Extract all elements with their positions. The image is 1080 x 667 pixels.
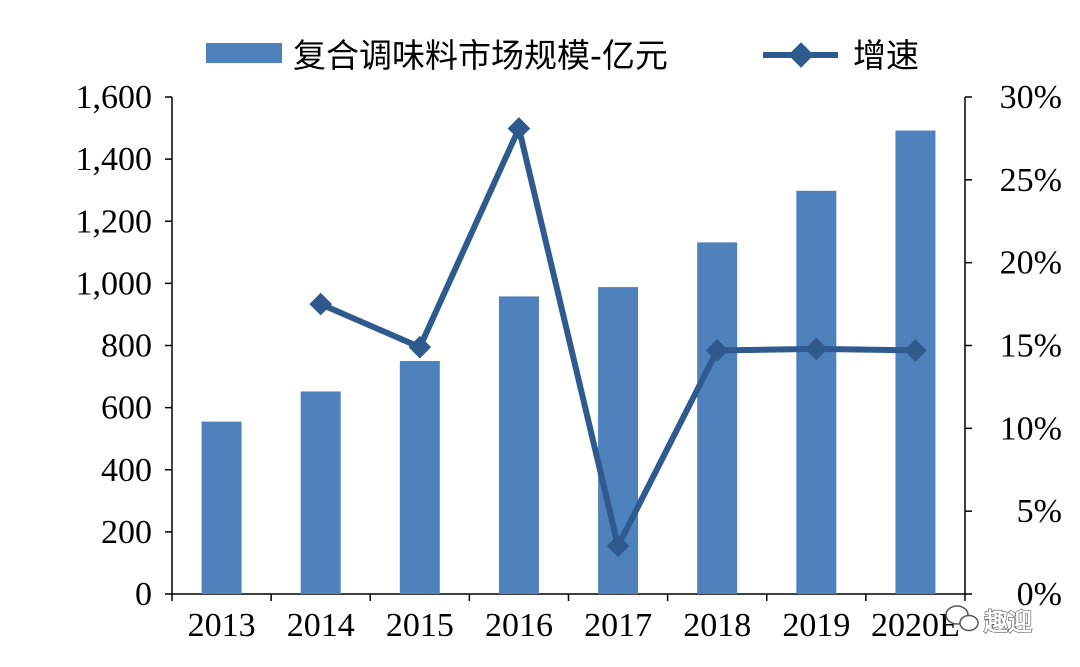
right-axis-ticks: 0% 5% 10% 15% 20% 25% 30% [965,79,1062,613]
bar-series [201,130,936,595]
left-tick-label: 800 [101,328,152,365]
right-tick-label: 25% [1000,162,1062,199]
watermark: 趣迎 [945,605,1033,637]
line-point [408,335,432,359]
x-tick-label: 2015 [386,607,454,644]
watermark-text: 趣迎 [983,608,1032,636]
line-point [904,339,927,362]
legend-swatch-marker [788,42,814,68]
bar [201,421,242,594]
legend-swatch-bar [206,43,282,63]
left-axis-ticks: 0 200 400 600 800 1,000 1,200 1,400 1,600 [76,79,172,613]
x-tick-label: 2013 [188,607,256,644]
x-tick-label: 2016 [485,607,553,644]
left-tick-label: 0 [135,576,152,613]
bar [697,242,738,594]
bar [796,190,837,594]
left-tick-label: 1,400 [76,141,153,178]
left-tick-label: 400 [101,452,152,489]
right-tick-label: 5% [1017,493,1062,530]
line-point [507,117,531,140]
left-tick-label: 1,200 [76,203,153,240]
x-tick-label: 2014 [287,607,355,644]
legend-label-bar: 复合调味料市场规模-亿元 [293,36,668,75]
bar [399,361,440,594]
line-point [309,292,333,316]
left-tick-label: 200 [101,514,152,551]
line-point [705,339,729,362]
x-tick-label: 2017 [584,607,652,644]
bar [498,296,539,594]
right-tick-label: 10% [1000,410,1062,447]
x-tick-label: 2020E [871,607,960,644]
x-tick-label: 2019 [782,607,850,644]
bar [895,130,936,595]
legend: 复合调味料市场规模-亿元 增速 [206,36,919,75]
left-tick-label: 1,600 [76,79,153,116]
x-axis-ticks: 2013 2014 2015 2016 2017 2018 2019 2020E [171,594,966,644]
left-tick-label: 600 [101,390,152,427]
left-tick-label: 1,000 [76,265,153,302]
bar [300,391,341,594]
line-point [804,337,828,361]
x-tick-label: 2018 [683,607,751,644]
right-tick-label: 20% [1000,245,1062,282]
right-tick-label: 30% [1000,79,1062,116]
legend-label-line: 增速 [853,36,919,75]
right-tick-label: 0% [1017,576,1062,613]
line-series [309,117,927,558]
line-point [606,534,630,558]
wechat-icon [945,605,979,632]
right-tick-label: 15% [1000,328,1062,365]
